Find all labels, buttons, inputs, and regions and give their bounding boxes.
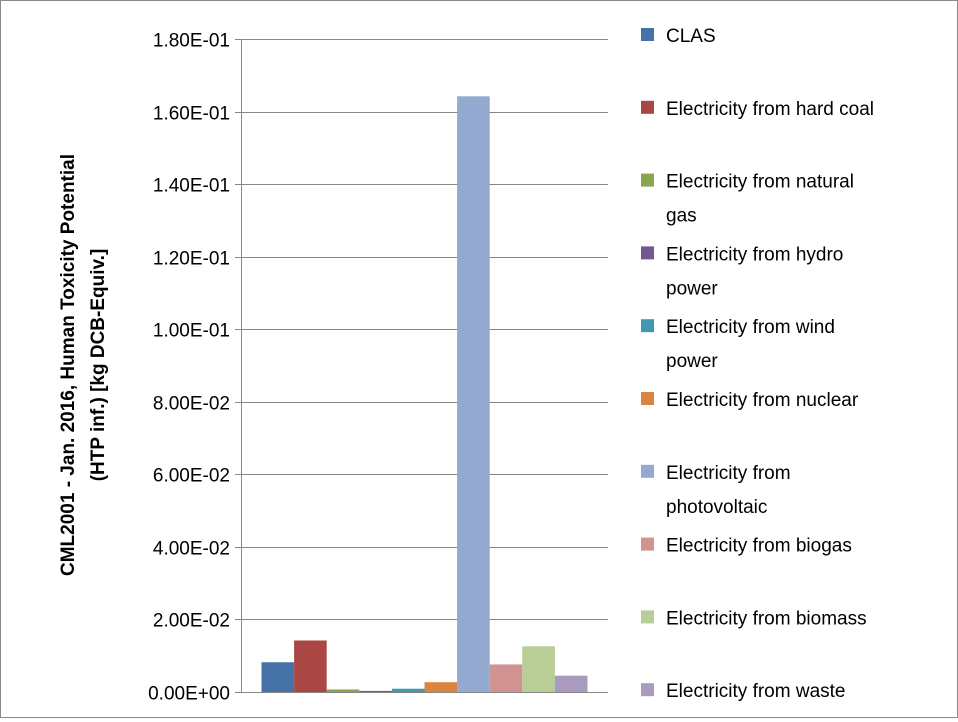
- legend-label: Electricity from wind: [666, 317, 835, 338]
- y-tick-labels: 0.00E+00 2.00E-02 4.00E-02 6.00E-02 8.00E-02…: [148, 31, 230, 705]
- bars: [261, 96, 588, 692]
- y-tick-label: 8.00E-02: [153, 394, 230, 415]
- legend-label: Electricity from waste: [666, 681, 845, 702]
- legend-swatch: [641, 319, 654, 333]
- legend-label: photovoltaic: [666, 497, 767, 518]
- legend-swatch: [641, 173, 654, 187]
- legend-swatch: [641, 683, 654, 697]
- legend-swatch: [641, 100, 654, 114]
- gridlines: [241, 39, 608, 620]
- legend-label: Electricity from hydro: [666, 244, 843, 265]
- axes: [235, 39, 608, 693]
- legend-label: power: [666, 278, 718, 299]
- bar-electricity-from-hard-coal: [294, 640, 327, 692]
- bar-clas: [261, 662, 295, 692]
- y-tick-label: 4.00E-02: [153, 539, 230, 560]
- legend-swatch: [641, 392, 654, 405]
- legend-label: Electricity from: [666, 463, 791, 484]
- y-tick-label: 6.00E-02: [153, 466, 230, 487]
- legend: CLAS Electricity from hard coal Electricit…: [641, 26, 874, 702]
- y-tick-label: 0.00E+00: [148, 684, 230, 705]
- legend-label: Electricity from biomass: [666, 608, 867, 629]
- legend-label: Electricity from nuclear: [666, 390, 859, 411]
- y-axis-label-line1: CML2001 - Jan. 2016, Human Toxicity Pote…: [58, 154, 79, 576]
- bar-electricity-from-biogas: [489, 664, 523, 692]
- legend-swatch: [641, 246, 654, 260]
- legend-label: power: [666, 351, 718, 372]
- bar-electricity-from-natural-gas: [326, 689, 360, 692]
- y-tick-label: 2.00E-02: [153, 611, 230, 632]
- y-tick-label: 1.60E-01: [153, 104, 230, 125]
- bar-electricity-from-hydro-power: [359, 690, 392, 692]
- legend-swatch: [641, 28, 654, 41]
- legend-label: gas: [666, 206, 697, 227]
- legend-label: Electricity from natural: [666, 172, 854, 193]
- y-tick-label: 1.80E-01: [153, 31, 230, 52]
- legend-swatch: [641, 537, 654, 551]
- legend-label: Electricity from hard coal: [666, 99, 874, 120]
- legend-label: Electricity from biogas: [666, 536, 852, 557]
- y-tick-label: 1.20E-01: [153, 249, 230, 270]
- bar-electricity-from-nuclear: [424, 682, 458, 692]
- bar-electricity-from-photovoltaic: [457, 96, 490, 692]
- y-tick-label: 1.00E-01: [153, 321, 230, 342]
- bar-electricity-from-waste: [554, 675, 588, 692]
- legend-swatch: [641, 610, 654, 624]
- bar-electricity-from-wind-power: [391, 688, 425, 692]
- bar-electricity-from-biomass: [522, 646, 555, 692]
- legend-label: CLAS: [666, 26, 716, 47]
- y-axis-label-line2: (HTP inf.) [kg DCB-Equiv.]: [88, 249, 109, 482]
- y-tick-label: 1.40E-01: [153, 176, 230, 197]
- legend-swatch: [641, 464, 654, 478]
